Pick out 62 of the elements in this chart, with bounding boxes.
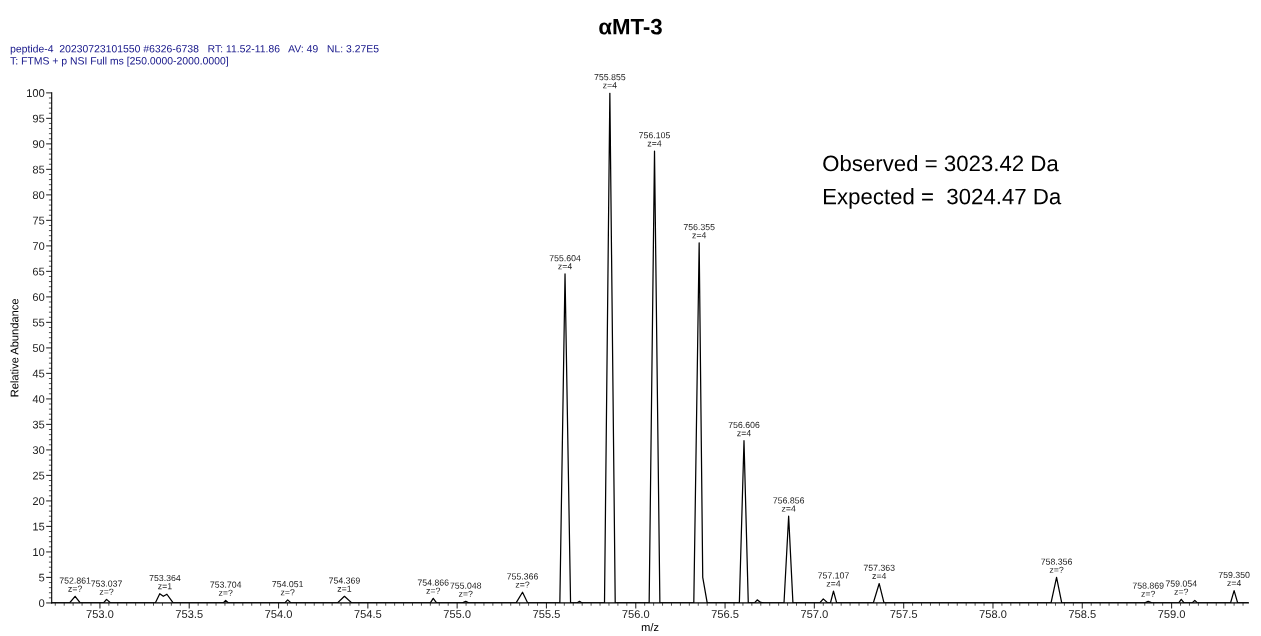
y-tick-label: 30 bbox=[32, 446, 45, 455]
x-tick-label: 758.0 bbox=[979, 610, 1007, 619]
x-tick-label: 757.0 bbox=[801, 610, 828, 619]
x-tick-label: 753.5 bbox=[175, 610, 203, 619]
y-tick-label: 95 bbox=[32, 114, 45, 123]
annotation: 757.107 z=4 bbox=[818, 572, 849, 587]
annotation: 752.861 z=? bbox=[59, 577, 91, 592]
annotation: 756.105 z=4 bbox=[639, 132, 670, 147]
annotation: 759.350 z=4 bbox=[1218, 571, 1250, 587]
x-tick-label: 759.0 bbox=[1158, 610, 1186, 619]
annotation: 755.366 z=? bbox=[507, 573, 538, 588]
annotation: 753.704 z=? bbox=[210, 581, 242, 596]
annotation: 756.606 z=4 bbox=[728, 421, 760, 437]
annotation: 755.604 z=4 bbox=[549, 255, 581, 270]
x-axis-title: m/z bbox=[641, 623, 659, 632]
annotation: 757.363 z=4 bbox=[863, 564, 895, 579]
x-tick-label: 758.5 bbox=[1068, 610, 1096, 619]
annotation: 756.355 z=4 bbox=[683, 223, 715, 239]
y-tick-label: 85 bbox=[32, 165, 45, 174]
annotation: Observed = 3023.42 Da bbox=[823, 155, 1059, 172]
y-tick-label: 0 bbox=[39, 599, 45, 608]
x-tick-label: 753.0 bbox=[86, 610, 114, 619]
y-tick-label: 35 bbox=[32, 420, 45, 429]
annotation: 759.054 z=? bbox=[1165, 580, 1197, 595]
y-tick-label: 5 bbox=[39, 573, 45, 582]
y-tick-label: 90 bbox=[32, 140, 45, 148]
y-tick-label: 45 bbox=[32, 369, 45, 378]
x-tick-label: 756.5 bbox=[711, 610, 739, 619]
y-tick-label: 50 bbox=[32, 344, 45, 353]
x-tick-label: 755.0 bbox=[443, 610, 471, 619]
x-tick-label: 754.0 bbox=[265, 610, 293, 619]
x-tick-label: 755.5 bbox=[533, 610, 560, 619]
annotation: Expected = 3024.47 Da bbox=[823, 188, 1062, 209]
y-tick-label: 70 bbox=[32, 242, 45, 251]
x-tick-label: 754.5 bbox=[354, 610, 382, 619]
y-tick-label: 20 bbox=[32, 497, 45, 506]
chart-title: αMT-3 bbox=[599, 18, 662, 35]
y-tick-label: 15 bbox=[33, 522, 45, 531]
annotation: 754.051 z=? bbox=[272, 581, 304, 596]
y-tick-label: 100 bbox=[27, 89, 45, 97]
annotation: 753.364 z=1 bbox=[149, 574, 181, 590]
annotation: 755.048 z=? bbox=[450, 582, 482, 597]
annotation: 754.866 z=? bbox=[417, 579, 449, 594]
y-tick-label: 65 bbox=[32, 267, 45, 276]
y-tick-label: 80 bbox=[32, 191, 45, 200]
annotation: 753.037 z=? bbox=[91, 580, 122, 595]
annotation: 754.369 z=1 bbox=[329, 577, 360, 592]
annotation: 756.856 z=4 bbox=[773, 497, 805, 512]
annotation: 755.855 z=4 bbox=[594, 74, 626, 89]
annotation: 758.869 z=? bbox=[1132, 582, 1164, 597]
text: peptide-4 20230723101550 #6326-6738 RT: 11.52-11.86 AV: 49 NL: 3.27E5 bbox=[10, 44, 379, 55]
y-tick-label: 75 bbox=[32, 216, 45, 225]
y-tick-label: 60 bbox=[32, 293, 45, 302]
y-axis-title: Relative Abundance bbox=[10, 298, 19, 397]
annotation: 758.356 z=? bbox=[1041, 558, 1072, 573]
y-tick-label: 40 bbox=[32, 395, 45, 404]
x-tick-label: 757.5 bbox=[890, 610, 918, 619]
x-tick-label: 756.0 bbox=[622, 610, 650, 619]
y-tick-label: 55 bbox=[32, 318, 45, 327]
y-tick-label: 25 bbox=[32, 471, 45, 480]
y-tick-label: 10 bbox=[33, 548, 45, 557]
text: T: FTMS + p NSI Full ms [250.0000-2000.0000] bbox=[10, 56, 228, 67]
